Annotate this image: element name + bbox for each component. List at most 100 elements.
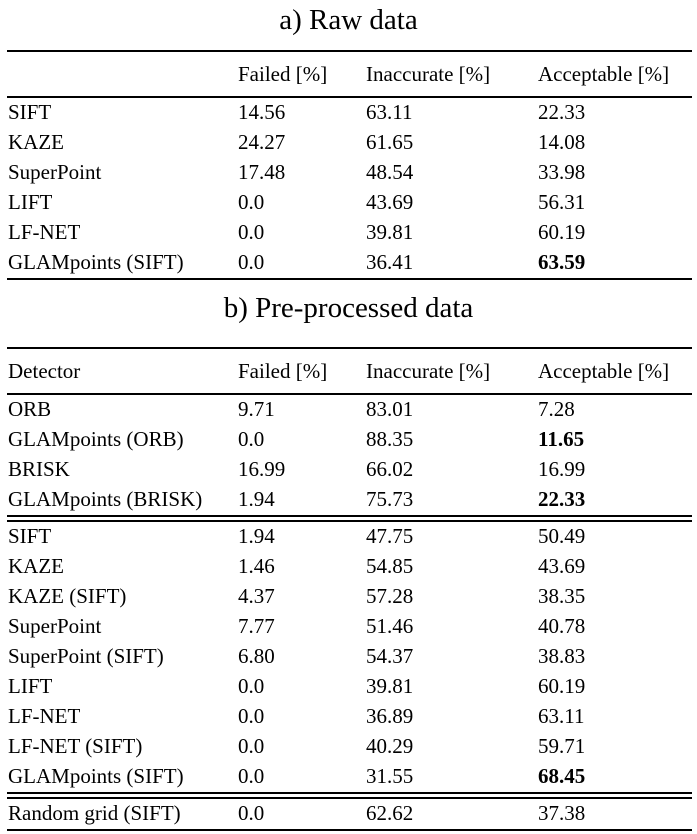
detector-name-cell: SuperPoint xyxy=(8,160,102,184)
acceptable-value-cell: 22.33 xyxy=(538,100,586,124)
table-row: LF-NET 0.0 39.81 60.19 xyxy=(7,218,692,248)
detector-name-cell: SuperPoint (SIFT) xyxy=(8,644,164,668)
detector-name-cell: KAZE xyxy=(8,554,64,578)
detector-name-cell: LF-NET xyxy=(8,704,81,728)
double-rule xyxy=(7,792,692,799)
acceptable-value-cell: 56.31 xyxy=(538,190,586,214)
detector-name-cell: SIFT xyxy=(8,524,52,548)
failed-value-cell: 16.99 xyxy=(238,457,286,481)
inaccurate-value-cell: 39.81 xyxy=(366,674,414,698)
detector-name-cell: SIFT xyxy=(8,100,52,124)
detector-name-cell: KAZE (SIFT) xyxy=(8,584,127,608)
inaccurate-value-cell: 83.01 xyxy=(366,397,414,421)
detector-name-cell: SuperPoint xyxy=(8,614,102,638)
failed-value-cell: 4.37 xyxy=(238,584,275,608)
preprocessed-data-table: Detector Failed [%] Inaccurate [%] Accep… xyxy=(7,347,692,834)
inaccurate-value-cell: 36.89 xyxy=(366,704,414,728)
inaccurate-value-cell: 54.37 xyxy=(366,644,414,668)
column-header-failed: Failed [%] xyxy=(237,348,365,395)
header-row: Failed [%] Inaccurate [%] Acceptable [%] xyxy=(7,51,692,98)
inaccurate-value-cell: 62.62 xyxy=(366,801,414,825)
detector-name-cell: BRISK xyxy=(8,457,70,481)
table-row: BRISK 16.99 66.02 16.99 xyxy=(7,455,692,485)
inaccurate-value-cell: 31.55 xyxy=(366,764,414,788)
raw-data-section: a) Raw data Failed [%] Inaccurate [%] Ac… xyxy=(0,0,697,280)
failed-value-cell: 1.94 xyxy=(238,487,275,511)
failed-value-cell: 7.77 xyxy=(238,614,275,638)
failed-value-cell: 1.46 xyxy=(238,554,275,578)
acceptable-value-cell: 7.28 xyxy=(538,397,575,421)
failed-value-cell: 1.94 xyxy=(238,524,275,548)
failed-value-cell: 17.48 xyxy=(238,160,286,184)
column-header-detector: Detector xyxy=(7,348,237,395)
row-group: SIFT 1.94 47.75 50.49 KAZE 1.46 54.85 43.69 KAZE… xyxy=(7,521,692,793)
inaccurate-value-cell: 61.65 xyxy=(366,130,414,154)
double-rule-line xyxy=(7,792,692,799)
detector-name-cell: LF-NET (SIFT) xyxy=(8,734,143,758)
table-row: LIFT 0.0 39.81 60.19 xyxy=(7,672,692,702)
table-row: SuperPoint 17.48 48.54 33.98 xyxy=(7,158,692,188)
failed-value-cell: 0.0 xyxy=(238,704,265,728)
acceptable-value-cell: 11.65 xyxy=(538,427,585,451)
failed-value-cell: 14.56 xyxy=(238,100,286,124)
table-row: KAZE (SIFT) 4.37 57.28 38.35 xyxy=(7,582,692,612)
preprocessed-data-table-header: Detector Failed [%] Inaccurate [%] Accep… xyxy=(7,348,692,395)
failed-value-cell: 6.80 xyxy=(238,644,275,668)
double-rule-row xyxy=(7,515,692,522)
table-row: GLAMpoints (SIFT) 0.0 31.55 68.45 xyxy=(7,762,692,793)
detector-name-cell: LIFT xyxy=(8,190,53,214)
table-row: SuperPoint (SIFT) 6.80 54.37 38.83 xyxy=(7,642,692,672)
failed-value-cell: 0.0 xyxy=(238,220,265,244)
detector-name-cell: GLAMpoints (SIFT) xyxy=(8,250,184,274)
column-header-acceptable: Acceptable [%] xyxy=(537,348,692,395)
inaccurate-value-cell: 51.46 xyxy=(366,614,414,638)
acceptable-value-cell: 60.19 xyxy=(538,220,586,244)
table-row: LF-NET (SIFT) 0.0 40.29 59.71 xyxy=(7,732,692,762)
double-rule-row xyxy=(7,792,692,799)
double-rule-row xyxy=(7,829,692,834)
inaccurate-value-cell: 75.73 xyxy=(366,487,414,511)
preprocessed-data-title: b) Pre-processed data xyxy=(223,292,474,324)
column-header-inaccurate: Inaccurate [%] xyxy=(365,51,537,98)
inaccurate-value-cell: 47.75 xyxy=(366,524,414,548)
table-row: ORB 9.71 83.01 7.28 xyxy=(7,394,692,425)
failed-value-cell: 0.0 xyxy=(238,801,265,825)
table-row: KAZE 1.46 54.85 43.69 xyxy=(7,552,692,582)
inaccurate-value-cell: 54.85 xyxy=(366,554,414,578)
table-row: GLAMpoints (BRISK) 1.94 75.73 22.33 xyxy=(7,485,692,516)
acceptable-value-cell: 68.45 xyxy=(538,764,586,788)
inaccurate-value-cell: 43.69 xyxy=(366,190,414,214)
failed-value-cell: 0.0 xyxy=(238,674,265,698)
column-header-acceptable: Acceptable [%] xyxy=(537,51,692,98)
failed-value-cell: 0.0 xyxy=(238,190,265,214)
failed-value-cell: 0.0 xyxy=(238,250,265,274)
acceptable-value-cell: 63.11 xyxy=(538,704,585,728)
row-group: SIFT 14.56 63.11 22.33 KAZE 24.27 61.65 14.08 Su… xyxy=(7,97,692,279)
acceptable-value-cell: 60.19 xyxy=(538,674,586,698)
detector-name-cell: GLAMpoints (BRISK) xyxy=(8,487,203,511)
double-rule xyxy=(7,515,692,522)
raw-data-title: a) Raw data xyxy=(279,4,418,36)
inaccurate-value-cell: 39.81 xyxy=(366,220,414,244)
failed-value-cell: 0.0 xyxy=(238,764,265,788)
table-row: LIFT 0.0 43.69 56.31 xyxy=(7,188,692,218)
header-row: Detector Failed [%] Inaccurate [%] Accep… xyxy=(7,348,692,395)
acceptable-value-cell: 37.38 xyxy=(538,801,586,825)
raw-data-table-header: Failed [%] Inaccurate [%] Acceptable [%] xyxy=(7,51,692,98)
column-header-detector xyxy=(7,51,237,98)
column-header-failed: Failed [%] xyxy=(237,51,365,98)
acceptable-value-cell: 38.83 xyxy=(538,644,586,668)
detector-name-cell: LF-NET xyxy=(8,220,81,244)
preprocessed-data-section: b) Pre-processed data Detector Failed [%… xyxy=(0,280,697,834)
table-row: LF-NET 0.0 36.89 63.11 xyxy=(7,702,692,732)
table-row: SIFT 1.94 47.75 50.49 xyxy=(7,521,692,552)
inaccurate-value-cell: 36.41 xyxy=(366,250,414,274)
double-rule xyxy=(7,829,692,834)
inaccurate-value-cell: 88.35 xyxy=(366,427,414,451)
detector-name-cell: GLAMpoints (ORB) xyxy=(8,427,184,451)
table-row: SuperPoint 7.77 51.46 40.78 xyxy=(7,612,692,642)
table-row: KAZE 24.27 61.65 14.08 xyxy=(7,128,692,158)
double-rule-line xyxy=(7,829,692,834)
acceptable-value-cell: 33.98 xyxy=(538,160,586,184)
